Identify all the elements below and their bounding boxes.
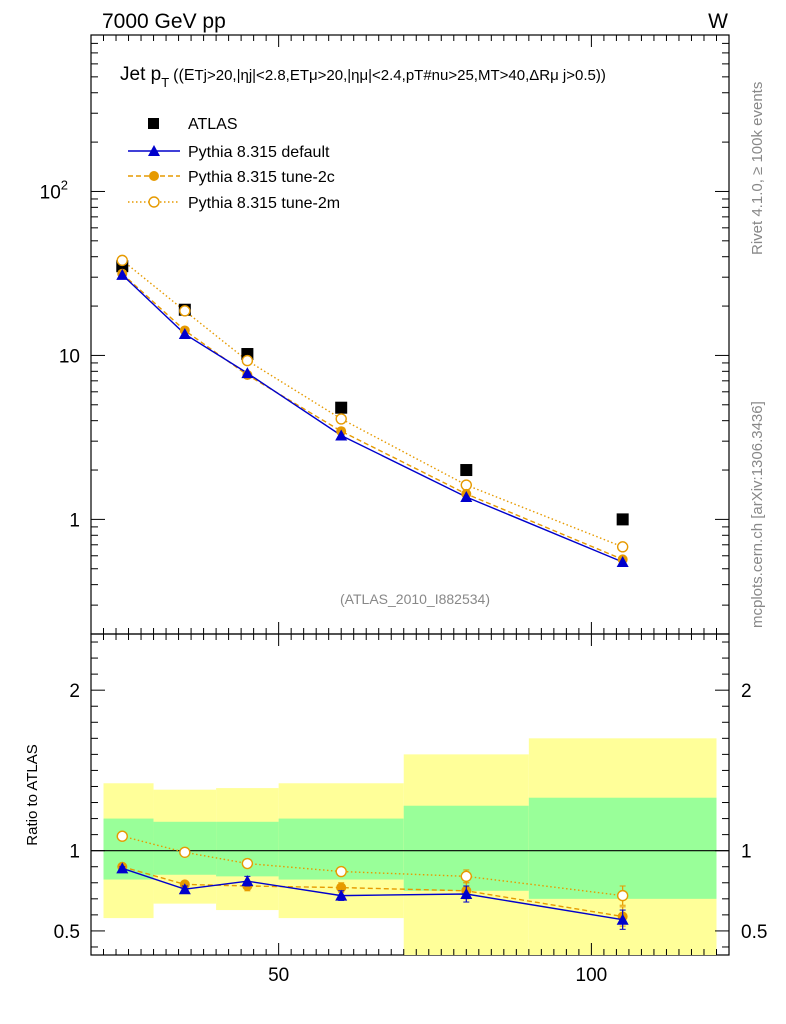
main-point-3-5 — [616, 541, 629, 553]
legend-atlas-label: ATLAS — [188, 116, 238, 133]
main-point-3-3 — [335, 413, 347, 425]
analysis-id: (ATLAS_2010_I882534) — [340, 591, 490, 607]
legend-default-label: Pythia 8.315 default — [188, 144, 330, 161]
main-point-3-0 — [116, 254, 128, 267]
x-tick-label-1: 100 — [576, 965, 608, 986]
ratio-ytick-label-right-1: 1 — [741, 842, 752, 863]
header-right: W — [708, 10, 728, 33]
rivet-label: Rivet 4.1.0, ≥ 100k events — [749, 82, 766, 255]
ratio-point-0-5 — [616, 913, 629, 925]
ratio-point-0-4 — [460, 888, 473, 900]
ratio-line-1 — [122, 866, 623, 918]
main-point-1-0 — [116, 268, 129, 280]
main-point-1-3 — [335, 429, 348, 441]
ratio-ytick-label-left-2: 2 — [69, 681, 80, 702]
main-point-1-1 — [178, 328, 191, 340]
header-left: 7000 GeV pp — [102, 10, 226, 33]
ratio-point-2-5 — [616, 889, 629, 902]
ratio-point-0-1 — [178, 883, 191, 895]
svg-text:Jet pT((ETj>20,|ηj|<2.8,ETμ>20: Jet pT ((ETj>20,|ηj|<2.8,ETμ>20,|ημ|<2.4,… — [120, 64, 606, 90]
mcplots-label: mcplots.cern.ch [arXiv:1306.3436] — [749, 401, 766, 628]
title-main-sub: T — [161, 75, 169, 90]
main-ytick-label-1: 10 — [59, 346, 80, 367]
title-cuts-detail: Tj>20,|ηj|<2.8,ETμ>20,|ημ|<2.4,pT#nu>25,… — [194, 67, 605, 84]
ratio-ytick-label-right-0: 0.5 — [741, 922, 767, 943]
plot-title: Jet pT ((ETj>20,|ηj|<2.8,ETμ>20,|ημ|<2.4,… — [120, 64, 606, 90]
main-point-3-4 — [460, 479, 472, 491]
legend-atlas-marker — [148, 118, 159, 129]
ratio-point-0-0 — [116, 862, 129, 874]
ratio-point-2-2 — [241, 857, 254, 870]
ratio-band-inner-0 — [103, 818, 154, 880]
ratio-point-1-3 — [336, 882, 347, 893]
x-tick-label-0: 50 — [268, 965, 289, 986]
legend-tune2c-label: Pythia 8.315 tune-2c — [188, 169, 335, 186]
ratio-bands — [91, 738, 729, 955]
main-point-atlas-0 — [116, 260, 129, 273]
title-cuts: ((E — [173, 67, 194, 84]
ratio-point-0-3 — [335, 889, 348, 901]
ratio-ytick-label-left-0: 0.5 — [54, 922, 80, 943]
main-point-atlas-4 — [460, 464, 473, 477]
ratio-point-2-1 — [179, 846, 191, 858]
ratio-point-2-3 — [335, 865, 347, 878]
main-point-3-2 — [241, 354, 254, 367]
ratio-ylabel: Ratio to ATLAS — [24, 744, 41, 845]
legend-default-marker — [148, 145, 160, 156]
ratio-series — [116, 830, 629, 930]
main-line-1 — [121, 274, 623, 563]
main-line-3 — [121, 259, 623, 548]
main-ytick-label-0: 1 — [69, 510, 80, 531]
ratio-band-inner-5 — [528, 797, 717, 899]
main-point-1-5 — [616, 555, 629, 567]
main-point-1-2 — [241, 367, 254, 379]
ratio-ytick-label-right-2: 2 — [741, 681, 752, 702]
ratio-point-2-4 — [460, 870, 472, 883]
main-line-2 — [121, 273, 623, 561]
ratio-line-0 — [122, 867, 623, 921]
title-main: Jet p — [120, 64, 161, 85]
ratio-point-2-0 — [116, 830, 128, 842]
legend-tune2m-label: Pythia 8.315 tune-2m — [188, 195, 340, 212]
main-point-atlas-5 — [616, 513, 629, 526]
main-point-1-4 — [460, 490, 473, 502]
main-point-atlas-3 — [335, 401, 348, 414]
legend: ATLAS Pythia 8.315 default Pythia 8.315 … — [128, 116, 340, 212]
main-ytick-label-2: 102 — [40, 177, 68, 203]
main-series — [116, 254, 629, 567]
legend-tune2m-marker — [148, 196, 160, 208]
main-point-3-1 — [179, 305, 191, 317]
main-ytick-label-sup-2: 2 — [61, 177, 68, 192]
legend-tune2c-marker — [149, 171, 159, 181]
ratio-ytick-label-left-1: 1 — [69, 842, 80, 863]
ratio-point-0-2 — [241, 875, 254, 887]
